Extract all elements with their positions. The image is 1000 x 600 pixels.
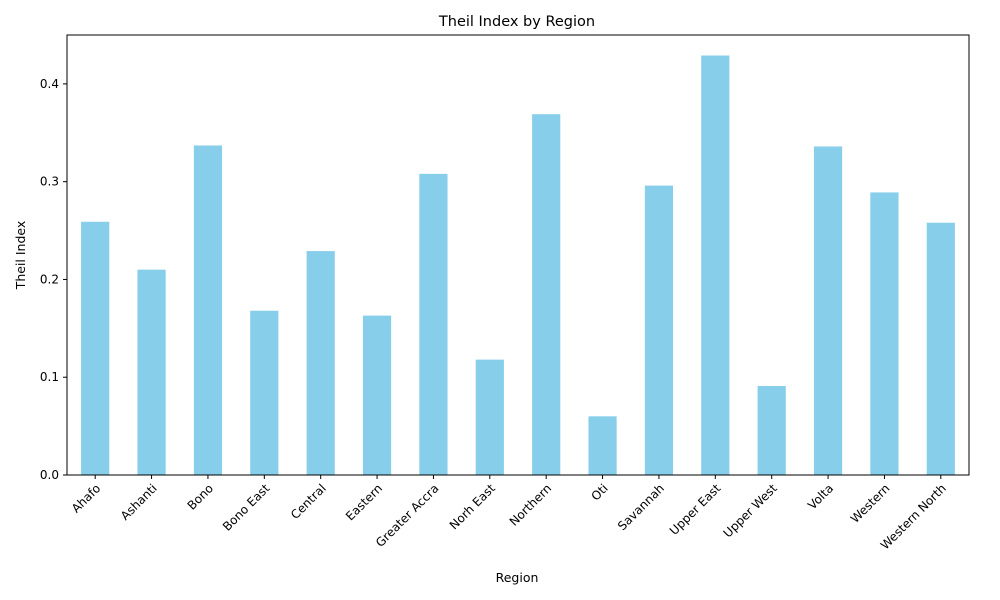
bar-northern [532, 114, 561, 475]
x-axis-label: Region [496, 570, 539, 585]
x-tick-label: Northern [507, 481, 555, 529]
bars [81, 55, 955, 476]
bar-volta [813, 146, 843, 475]
bar-western [870, 192, 899, 475]
x-tick-label: Western [848, 481, 893, 526]
bar-savannah [644, 185, 674, 476]
x-tick-label: Ashanti [118, 481, 160, 523]
bar-eastern [362, 315, 392, 475]
x-tick-label: Upper West [721, 481, 780, 540]
bar-oti [588, 416, 617, 475]
x-tick-label: Oti [588, 481, 610, 503]
bar-bono-east [250, 310, 279, 475]
chart-title: Theil Index by Region [438, 14, 595, 30]
y-tick-label: 0.1 [40, 370, 59, 384]
y-tick-label: 0.4 [40, 77, 59, 91]
x-tick-label: Central [288, 481, 329, 522]
bar-ahafo [81, 221, 110, 475]
bar-bono [193, 145, 223, 475]
x-tick-label: Savannah [615, 481, 667, 533]
bar-central [306, 251, 335, 475]
x-tick-label: Bono East [220, 481, 273, 534]
x-axis: Ahafo Ashanti Bono Bono East Central EasternG… [69, 475, 949, 552]
x-tick-label: Eastern [343, 481, 385, 523]
y-tick-label: 0.3 [40, 175, 59, 189]
x-tick-label: Norh East [447, 481, 498, 532]
x-tick-label: Ahafo [69, 481, 103, 515]
y-axis-label: Theil Index [13, 221, 28, 291]
bar-upper-east [701, 55, 730, 476]
y-tick-label: 0.2 [40, 272, 59, 286]
bar-upper-west [757, 386, 786, 475]
x-tick-label: Volta [805, 481, 836, 512]
x-tick-label: Upper East [667, 481, 724, 538]
y-tick-label: 0.0 [40, 468, 59, 482]
plot-frame [66, 34, 970, 476]
x-tick-label: Bono [185, 481, 216, 512]
bar-western-north [926, 222, 955, 475]
y-axis: 0.0 0.1 0.2 0.3 0.4 [40, 77, 67, 482]
bar-ashanti [137, 269, 166, 475]
bar-greater-accra [419, 173, 448, 475]
bar-norh-east [475, 359, 504, 475]
